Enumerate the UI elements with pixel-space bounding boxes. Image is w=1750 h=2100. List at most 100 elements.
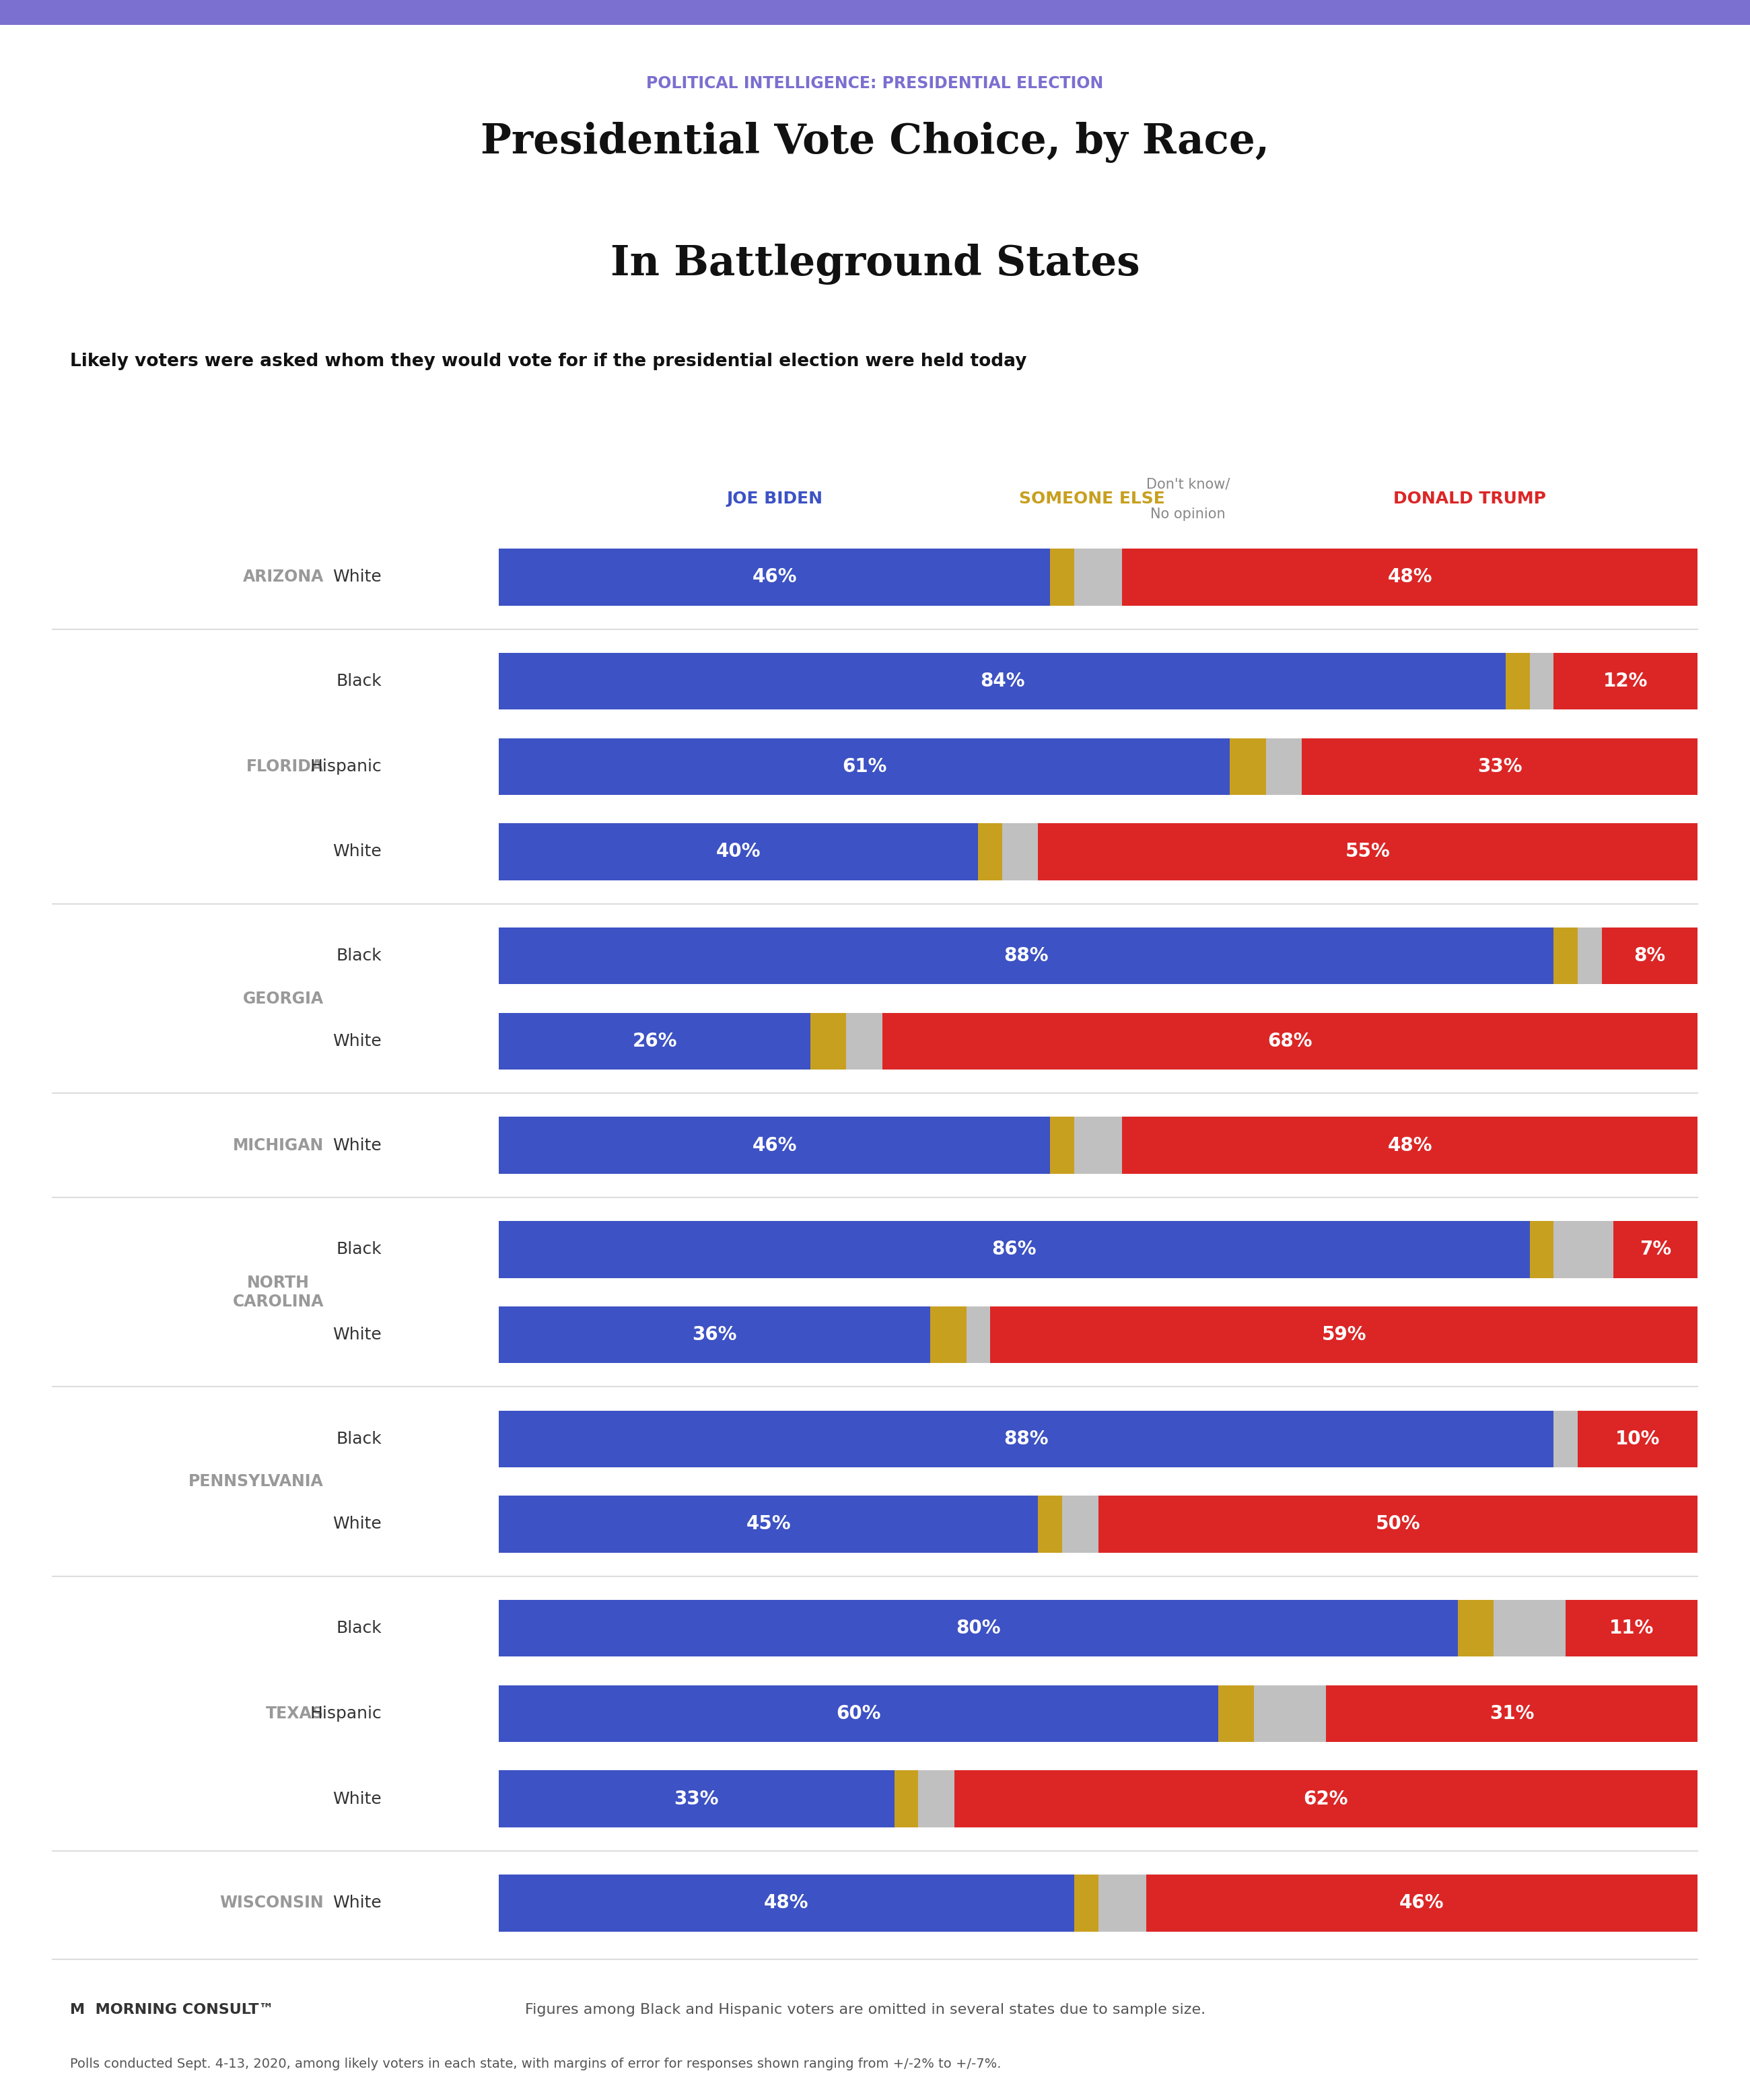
Bar [1218,1684,1255,1743]
Text: 26%: 26% [632,1031,677,1050]
Text: NORTH
CAROLINA: NORTH CAROLINA [233,1275,324,1310]
Bar [1530,653,1554,710]
Text: Black: Black [336,674,382,689]
Text: Hispanic: Hispanic [310,758,382,775]
Text: White: White [332,844,382,859]
Text: Don't know/: Don't know/ [1146,477,1230,491]
Text: Black: Black [336,1241,382,1258]
Bar [1495,1600,1566,1657]
Bar [978,823,1003,880]
Bar [1579,1411,1698,1468]
Text: 88%: 88% [1004,1430,1048,1449]
Bar [810,1012,847,1069]
Text: No opinion: No opinion [1150,508,1225,521]
Text: Black: Black [336,1430,382,1447]
Bar [499,928,1554,985]
Bar [966,1306,990,1363]
Bar [954,1770,1698,1827]
Text: 46%: 46% [753,1136,796,1155]
Text: White: White [332,1138,382,1153]
Bar [1038,823,1698,880]
Bar [499,823,978,880]
Bar [499,737,1230,796]
Text: DONALD TRUMP: DONALD TRUMP [1393,491,1545,506]
Bar [1050,1117,1075,1174]
Text: Black: Black [336,947,382,964]
Text: 86%: 86% [992,1241,1036,1258]
Text: 62%: 62% [1304,1789,1348,1808]
Text: 59%: 59% [1321,1325,1367,1344]
Text: POLITICAL INTELLIGENCE: PRESIDENTIAL ELECTION: POLITICAL INTELLIGENCE: PRESIDENTIAL ELE… [646,76,1104,92]
Bar [499,1770,894,1827]
Text: Polls conducted Sept. 4-13, 2020, among likely voters in each state, with margin: Polls conducted Sept. 4-13, 2020, among … [70,2058,1001,2071]
Bar [0,0,1750,25]
Bar [499,548,1050,605]
Text: 40%: 40% [716,842,761,861]
Text: Black: Black [336,1621,382,1636]
Text: JOE BIDEN: JOE BIDEN [726,491,823,506]
Bar [1554,1411,1577,1468]
Bar [1530,1220,1554,1279]
Bar [1265,737,1302,796]
Text: ARIZONA: ARIZONA [243,569,324,586]
Bar [499,1684,1218,1743]
Bar [1566,1600,1698,1657]
Bar [1099,1495,1698,1552]
Bar [1122,548,1698,605]
Bar [1554,1220,1614,1279]
Text: White: White [332,1033,382,1050]
Text: 11%: 11% [1610,1619,1654,1638]
Text: 50%: 50% [1376,1514,1421,1533]
Bar [882,1012,1698,1069]
Text: 61%: 61% [842,758,887,775]
Text: 46%: 46% [1400,1894,1444,1913]
Text: Likely voters were asked whom they would vote for if the presidential election w: Likely voters were asked whom they would… [70,353,1027,370]
Text: 46%: 46% [753,567,796,586]
Text: White: White [332,569,382,586]
Bar [499,1306,931,1363]
Text: 12%: 12% [1603,672,1648,691]
Text: 55%: 55% [1346,842,1390,861]
Text: 48%: 48% [765,1894,809,1913]
Text: 68%: 68% [1267,1031,1312,1050]
Bar [1003,823,1038,880]
Bar [1302,737,1698,796]
Text: FLORIDA: FLORIDA [247,758,324,775]
Text: 36%: 36% [693,1325,737,1344]
Text: WISCONSIN: WISCONSIN [221,1894,324,1911]
Text: PENNSYLVANIA: PENNSYLVANIA [189,1474,324,1489]
Bar [499,653,1505,710]
Bar [1038,1495,1062,1552]
Bar [894,1770,919,1827]
Bar [1579,928,1601,985]
Bar [1230,737,1265,796]
Text: GEORGIA: GEORGIA [243,991,324,1006]
Text: 84%: 84% [980,672,1024,691]
Text: 80%: 80% [956,1619,1001,1638]
Bar [1074,548,1122,605]
Text: In Battleground States: In Battleground States [611,244,1139,286]
Text: MICHIGAN: MICHIGAN [233,1138,324,1153]
Bar [1554,653,1698,710]
Text: TEXAS: TEXAS [266,1705,324,1722]
Bar [499,1012,810,1069]
Bar [1146,1875,1698,1932]
Bar [1255,1684,1326,1743]
Text: SOMEONE ELSE: SOMEONE ELSE [1018,491,1166,506]
Text: Hispanic: Hispanic [310,1705,382,1722]
Bar [919,1770,954,1827]
Text: 48%: 48% [1388,567,1432,586]
Text: White: White [332,1894,382,1911]
Bar [1062,1495,1099,1552]
Text: 7%: 7% [1640,1241,1671,1258]
Bar [1458,1600,1494,1657]
Text: 31%: 31% [1489,1705,1535,1722]
Text: 88%: 88% [1004,947,1048,966]
Text: 48%: 48% [1388,1136,1432,1155]
Text: White: White [332,1327,382,1342]
Text: 10%: 10% [1615,1430,1661,1449]
Bar [1614,1220,1698,1279]
Text: 33%: 33% [1477,758,1523,775]
Bar [931,1306,966,1363]
Bar [1505,653,1530,710]
